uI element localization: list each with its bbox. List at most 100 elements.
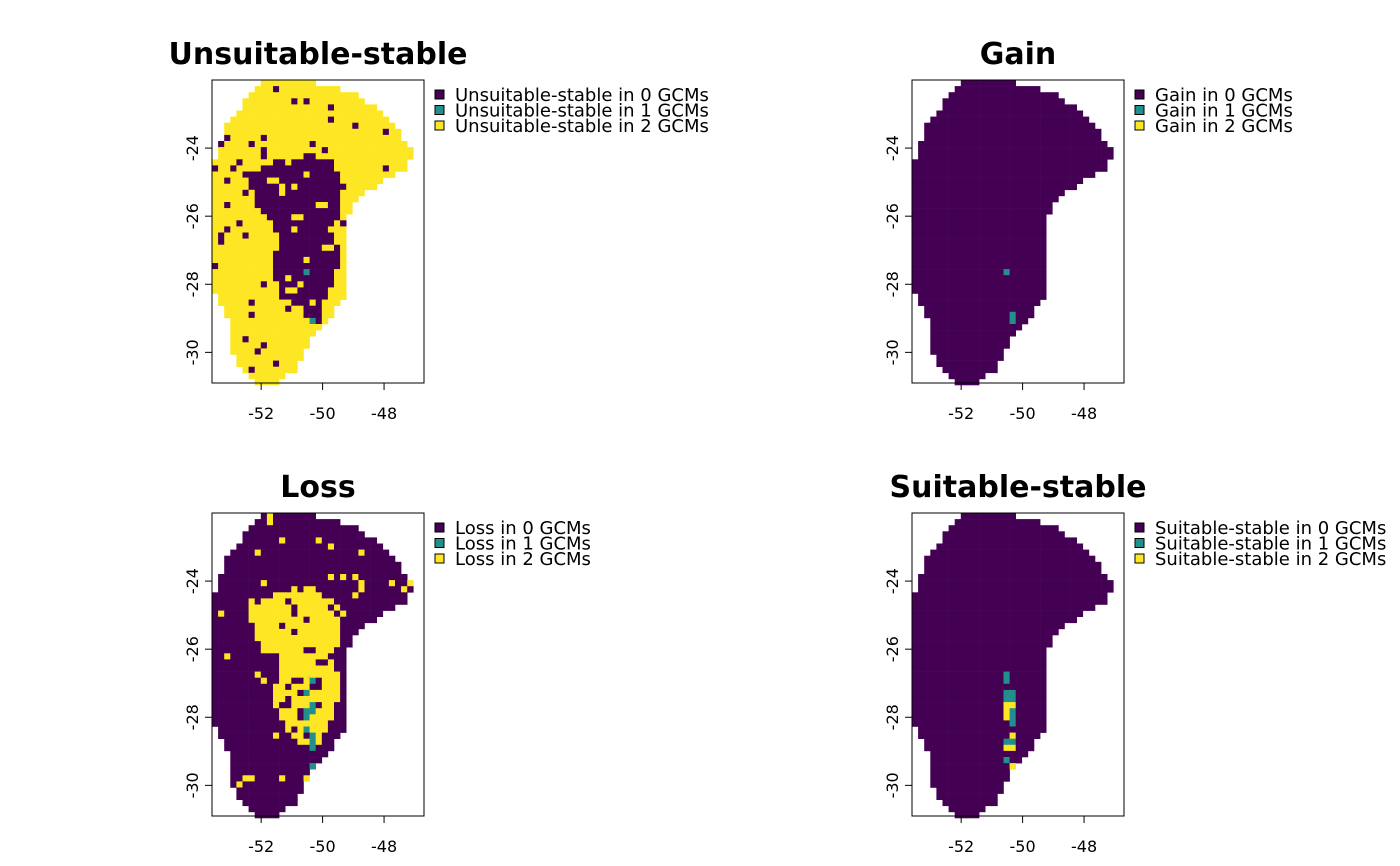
raster-cell	[266, 738, 274, 746]
raster-cell	[218, 256, 225, 264]
raster-cell	[1009, 525, 1016, 532]
raster-cell	[991, 513, 998, 520]
raster-cell	[1070, 128, 1077, 136]
raster-cell	[340, 104, 347, 111]
raster-cell	[212, 628, 219, 636]
raster-cell	[1040, 683, 1047, 691]
raster-cell	[334, 732, 341, 739]
raster-cell	[395, 580, 402, 587]
raster-cell	[1052, 616, 1059, 624]
raster-cell	[266, 147, 274, 154]
raster-cell	[334, 269, 341, 276]
raster-cell	[218, 214, 225, 221]
raster-cell	[376, 574, 384, 581]
raster-cell	[242, 616, 249, 624]
raster-cell	[230, 604, 237, 611]
raster-cell	[1009, 683, 1016, 691]
raster-cell	[321, 305, 329, 313]
raster-cell	[1027, 92, 1035, 99]
raster-cell	[918, 714, 925, 721]
raster-cell	[954, 226, 962, 233]
raster-cell	[973, 513, 980, 520]
raster-cell	[1034, 92, 1041, 99]
raster-cell	[1040, 159, 1047, 166]
raster-cell	[1034, 287, 1041, 294]
raster-cell	[991, 683, 998, 691]
raster-cell	[242, 580, 249, 587]
raster-cell	[930, 165, 937, 172]
raster-cell	[297, 336, 304, 343]
raster-cell	[930, 348, 937, 355]
raster-cell	[948, 555, 955, 563]
raster-cell	[212, 244, 219, 252]
raster-cell	[942, 366, 949, 374]
raster-cell	[285, 775, 292, 782]
raster-cell	[260, 275, 268, 282]
raster-cell	[997, 555, 1004, 563]
raster-cell	[279, 189, 286, 197]
raster-cell	[942, 580, 949, 587]
raster-cell	[997, 580, 1004, 587]
raster-cell	[1058, 141, 1065, 148]
raster-cell	[1015, 141, 1023, 148]
raster-cell	[315, 311, 323, 319]
raster-cell	[321, 586, 329, 593]
raster-cell	[942, 281, 949, 288]
raster-cell	[242, 598, 249, 605]
raster-cell	[334, 622, 341, 630]
raster-cell	[254, 208, 262, 215]
raster-cell	[260, 689, 268, 697]
raster-cell	[321, 153, 329, 160]
raster-cell	[212, 720, 219, 727]
raster-cell	[297, 330, 304, 337]
raster-cell	[273, 793, 280, 800]
raster-cell	[1058, 537, 1065, 544]
raster-cell	[997, 342, 1004, 349]
raster-cell	[1003, 628, 1010, 636]
raster-cell	[334, 153, 341, 160]
raster-cell	[991, 793, 998, 800]
raster-cell	[266, 702, 274, 709]
raster-cell	[285, 513, 292, 520]
raster-cell	[973, 787, 980, 794]
raster-cell	[242, 317, 249, 325]
raster-cell	[370, 116, 377, 123]
raster-cell	[1009, 592, 1016, 599]
raster-cell	[954, 738, 962, 746]
raster-cell	[1070, 604, 1077, 611]
raster-cell	[991, 598, 998, 605]
raster-cell	[912, 714, 919, 721]
raster-cell	[340, 183, 347, 191]
raster-cell	[248, 342, 255, 349]
raster-cell	[303, 342, 310, 349]
raster-cell	[930, 330, 937, 337]
y-tick-label: -24	[183, 135, 202, 161]
raster-cell	[991, 622, 998, 630]
raster-cell	[273, 177, 280, 184]
raster-cell	[979, 738, 986, 746]
raster-cell	[254, 720, 262, 727]
raster-cell	[912, 202, 919, 209]
raster-cell	[1070, 574, 1077, 581]
raster-cell	[966, 775, 974, 782]
raster-cell	[309, 147, 316, 154]
raster-cell	[236, 671, 243, 678]
raster-cell	[279, 305, 286, 313]
raster-cell	[960, 702, 968, 709]
raster-cell	[930, 214, 937, 221]
raster-cell	[1064, 567, 1071, 575]
raster-cell	[954, 299, 962, 306]
raster-cell	[1027, 189, 1035, 197]
raster-cell	[279, 622, 286, 630]
raster-cell	[230, 769, 237, 776]
raster-cell	[1009, 757, 1016, 764]
raster-cell	[973, 141, 980, 148]
raster-cell	[273, 293, 280, 300]
raster-cell	[1003, 714, 1010, 721]
raster-cell	[1070, 147, 1077, 154]
raster-cell	[273, 513, 280, 520]
raster-cell	[315, 720, 323, 727]
raster-cell	[1064, 537, 1071, 544]
raster-cell	[303, 750, 310, 758]
raster-cell	[248, 324, 255, 331]
